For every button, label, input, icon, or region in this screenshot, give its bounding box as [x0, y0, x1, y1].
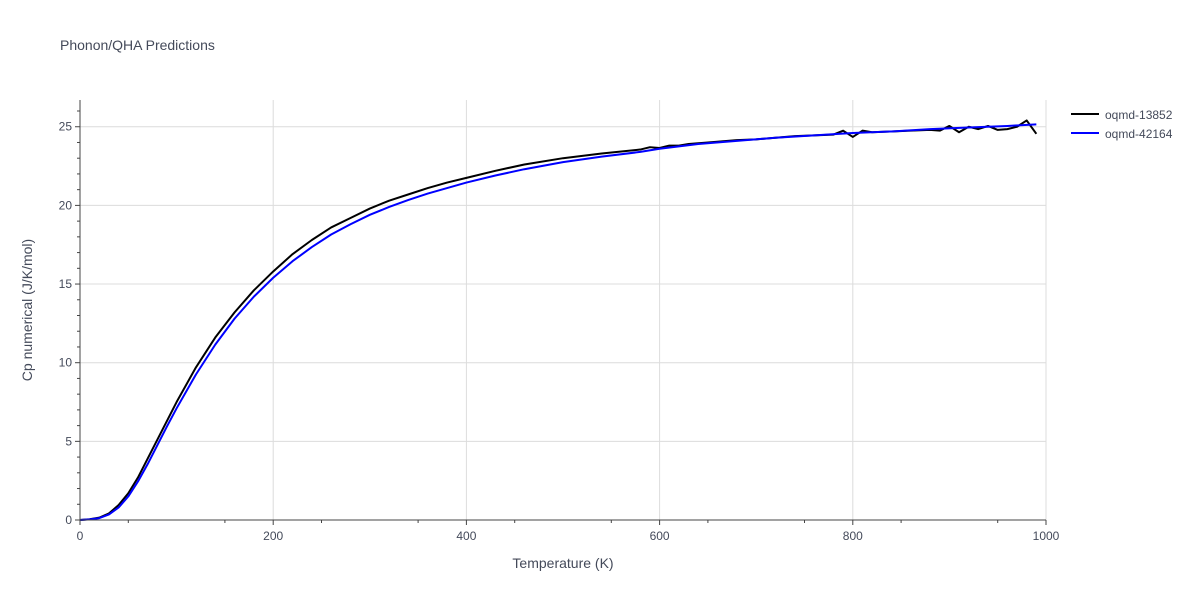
axes	[79, 100, 1046, 521]
tick-labels: 0 200 400 600 800 1000 0 5 10 15 20 25	[59, 110, 1060, 543]
x-tick-label: 200	[263, 529, 283, 543]
y-tick-label: 0	[65, 513, 72, 527]
y-tick-label: 25	[59, 120, 73, 134]
x-tick-label: 600	[650, 529, 670, 543]
y-tick-label: 20	[59, 198, 73, 212]
y-axis-title: Cp numerical (J/K/mol)	[19, 239, 35, 381]
legend-label-2: oqmd-42164	[1105, 127, 1173, 141]
series-line-oqmd-42164	[79, 123, 1037, 521]
x-tick-label: 0	[77, 529, 84, 543]
legend-item-2[interactable]: oqmd-42164	[1071, 127, 1173, 141]
series-lines	[79, 119, 1038, 521]
x-tick-label: 400	[456, 529, 476, 543]
y-tick-label: 10	[59, 356, 73, 370]
y-tick-label: 15	[59, 277, 73, 291]
legend-item-1[interactable]: oqmd-13852	[1071, 108, 1173, 122]
x-axis-title: Temperature (K)	[512, 555, 613, 571]
series-line-oqmd-13852	[79, 119, 1038, 521]
legend[interactable]: oqmd-13852 oqmd-42164	[1071, 108, 1173, 141]
x-tick-label: 800	[843, 529, 863, 543]
chart-title: Phonon/QHA Predictions	[60, 37, 215, 53]
gridlines	[80, 100, 1047, 520]
legend-label-1: oqmd-13852	[1105, 108, 1173, 122]
y-tick-label: 5	[65, 434, 72, 448]
x-tick-label: 1000	[1033, 529, 1060, 543]
